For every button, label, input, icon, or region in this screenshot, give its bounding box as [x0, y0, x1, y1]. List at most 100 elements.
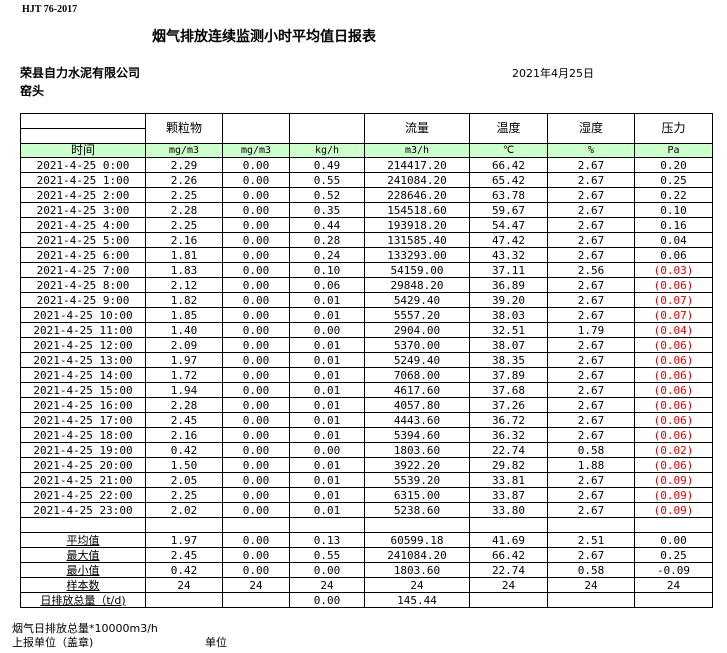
value-cell: 0.00 — [222, 262, 290, 278]
unit-cell: 时间 — [20, 143, 146, 158]
time-cell: 2021-4-25 13:00 — [20, 352, 146, 368]
units-row: 时间 mg/m3 mg/m3 kg/h m3/h ℃% Pa — [20, 143, 713, 158]
value-cell: 38.35 — [469, 352, 548, 368]
blank-row — [20, 517, 713, 533]
value-cell: 193918.20 — [364, 217, 470, 233]
value-cell: 24 — [222, 577, 290, 593]
value-cell: 2.67 — [547, 307, 635, 323]
table-row: 2021-4-25 1:00 2.26 0.00 0.55 241084.20 65.42… — [20, 172, 713, 188]
value-cell: 131585.40 — [364, 232, 470, 248]
value-cell: 2.29 — [145, 157, 223, 173]
table-row: 2021-4-25 6:00 1.81 0.00 0.24 133293.00 43.32… — [20, 247, 713, 263]
time-cell: 2021-4-25 12:00 — [20, 337, 146, 353]
value-cell: 24 — [547, 577, 635, 593]
value-cell: 1.85 — [145, 307, 223, 323]
value-cell: 47.42 — [469, 232, 548, 248]
value-cell: (0.04) — [634, 322, 713, 338]
time-cell: 2021-4-25 10:00 — [20, 307, 146, 323]
value-cell: 0.44 — [289, 217, 365, 233]
value-cell: 0.00 — [222, 202, 290, 218]
time-cell: 2021-4-25 9:00 — [20, 292, 146, 308]
value-cell: 1803.60 — [364, 562, 470, 578]
value-cell: 0.01 — [289, 502, 365, 518]
value-cell: 2.45 — [145, 547, 223, 563]
value-cell: 5429.40 — [364, 292, 470, 308]
value-cell: 24 — [634, 577, 713, 593]
value-cell: 0.06 — [289, 277, 365, 293]
value-cell: 5370.00 — [364, 337, 470, 353]
table-row: 2021-4-25 0:00 2.29 0.00 0.49 214417.20 66.42… — [20, 157, 713, 173]
table-row: 2021-4-25 2:00 2.25 0.00 0.52 228646.20 63.78… — [20, 187, 713, 203]
blank-cell — [222, 517, 290, 533]
value-cell: (0.09) — [634, 502, 713, 518]
value-cell: 2.56 — [547, 262, 635, 278]
summary-label: 样本数 — [20, 577, 146, 593]
summary-row: 样本数 24 24 24 24 24 24 24 — [20, 577, 713, 593]
monitor-location: 窑头 — [20, 84, 45, 98]
value-cell: 24 — [145, 577, 223, 593]
value-cell: 43.32 — [469, 247, 548, 263]
value-cell: 1.97 — [145, 532, 223, 548]
value-cell: 4057.80 — [364, 397, 470, 413]
value-cell: 5238.60 — [364, 502, 470, 518]
blank-cell — [20, 517, 146, 533]
value-cell: 0.22 — [634, 187, 713, 203]
value-cell: 2.51 — [547, 532, 635, 548]
table-row: 2021-4-25 12:00 2.09 0.00 0.01 5370.00 38.07 2… — [20, 337, 713, 353]
value-cell: 0.06 — [634, 247, 713, 263]
unit-cell: Pa — [634, 143, 713, 158]
value-cell — [145, 592, 223, 608]
value-cell: 241084.20 — [364, 172, 470, 188]
blank-cell — [469, 517, 548, 533]
footer-note: 烟气日排放总量*10000m3/h — [12, 622, 158, 635]
time-cell: 2021-4-25 21:00 — [20, 472, 146, 488]
value-cell: 2.12 — [145, 277, 223, 293]
unit-cell: kg/h — [289, 143, 365, 158]
table-row: 2021-4-25 14:00 1.72 0.00 0.01 7068.00 37.89 2… — [20, 367, 713, 383]
time-cell: 2021-4-25 16:00 — [20, 397, 146, 413]
value-cell: 214417.20 — [364, 157, 470, 173]
header-flow: 流量 — [364, 113, 470, 144]
unit-cell: mg/m3 — [145, 143, 223, 158]
value-cell: (0.07) — [634, 292, 713, 308]
time-cell: 2021-4-25 19:00 — [20, 442, 146, 458]
summary-label: 日排放总量（t/d) — [20, 592, 146, 608]
value-cell: 33.81 — [469, 472, 548, 488]
value-cell: 2.67 — [547, 502, 635, 518]
value-cell: (0.07) — [634, 307, 713, 323]
value-cell: -0.09 — [634, 562, 713, 578]
time-cell: 2021-4-25 20:00 — [20, 457, 146, 473]
value-cell: 59.67 — [469, 202, 548, 218]
value-cell: 65.42 — [469, 172, 548, 188]
table-row: 2021-4-25 13:00 1.97 0.00 0.01 5249.40 38.35 2… — [20, 352, 713, 368]
value-cell: 0.10 — [289, 262, 365, 278]
value-cell: 5394.60 — [364, 427, 470, 443]
value-cell: (0.06) — [634, 382, 713, 398]
value-cell: 29848.20 — [364, 277, 470, 293]
value-cell: 2.05 — [145, 472, 223, 488]
value-cell: 1.79 — [547, 322, 635, 338]
time-cell: 2021-4-25 6:00 — [20, 247, 146, 263]
summary-row: 日排放总量（t/d) 0.00 145.44 — [20, 592, 713, 608]
value-cell: 0.01 — [289, 487, 365, 503]
value-cell: 33.80 — [469, 502, 548, 518]
blank-cell — [547, 517, 635, 533]
value-cell: 2.67 — [547, 487, 635, 503]
value-cell: 228646.20 — [364, 187, 470, 203]
time-cell: 2021-4-25 5:00 — [20, 232, 146, 248]
value-cell: 0.01 — [289, 472, 365, 488]
value-cell: 2.67 — [547, 202, 635, 218]
value-cell: 3922.20 — [364, 457, 470, 473]
value-cell: 0.00 — [222, 472, 290, 488]
value-cell: 7068.00 — [364, 367, 470, 383]
time-cell: 2021-4-25 22:00 — [20, 487, 146, 503]
value-cell: 24 — [364, 577, 470, 593]
value-cell: 2.67 — [547, 232, 635, 248]
value-cell: 1.40 — [145, 322, 223, 338]
value-cell: 0.01 — [289, 337, 365, 353]
value-cell: 0.00 — [222, 412, 290, 428]
summary-row: 最小值 0.42 0.00 0.00 1803.60 22.74 0.58 -0.09 — [20, 562, 713, 578]
value-cell: 2.45 — [145, 412, 223, 428]
value-cell — [469, 592, 548, 608]
table-row: 2021-4-25 7:00 1.83 0.00 0.10 54159.00 37.11 2… — [20, 262, 713, 278]
